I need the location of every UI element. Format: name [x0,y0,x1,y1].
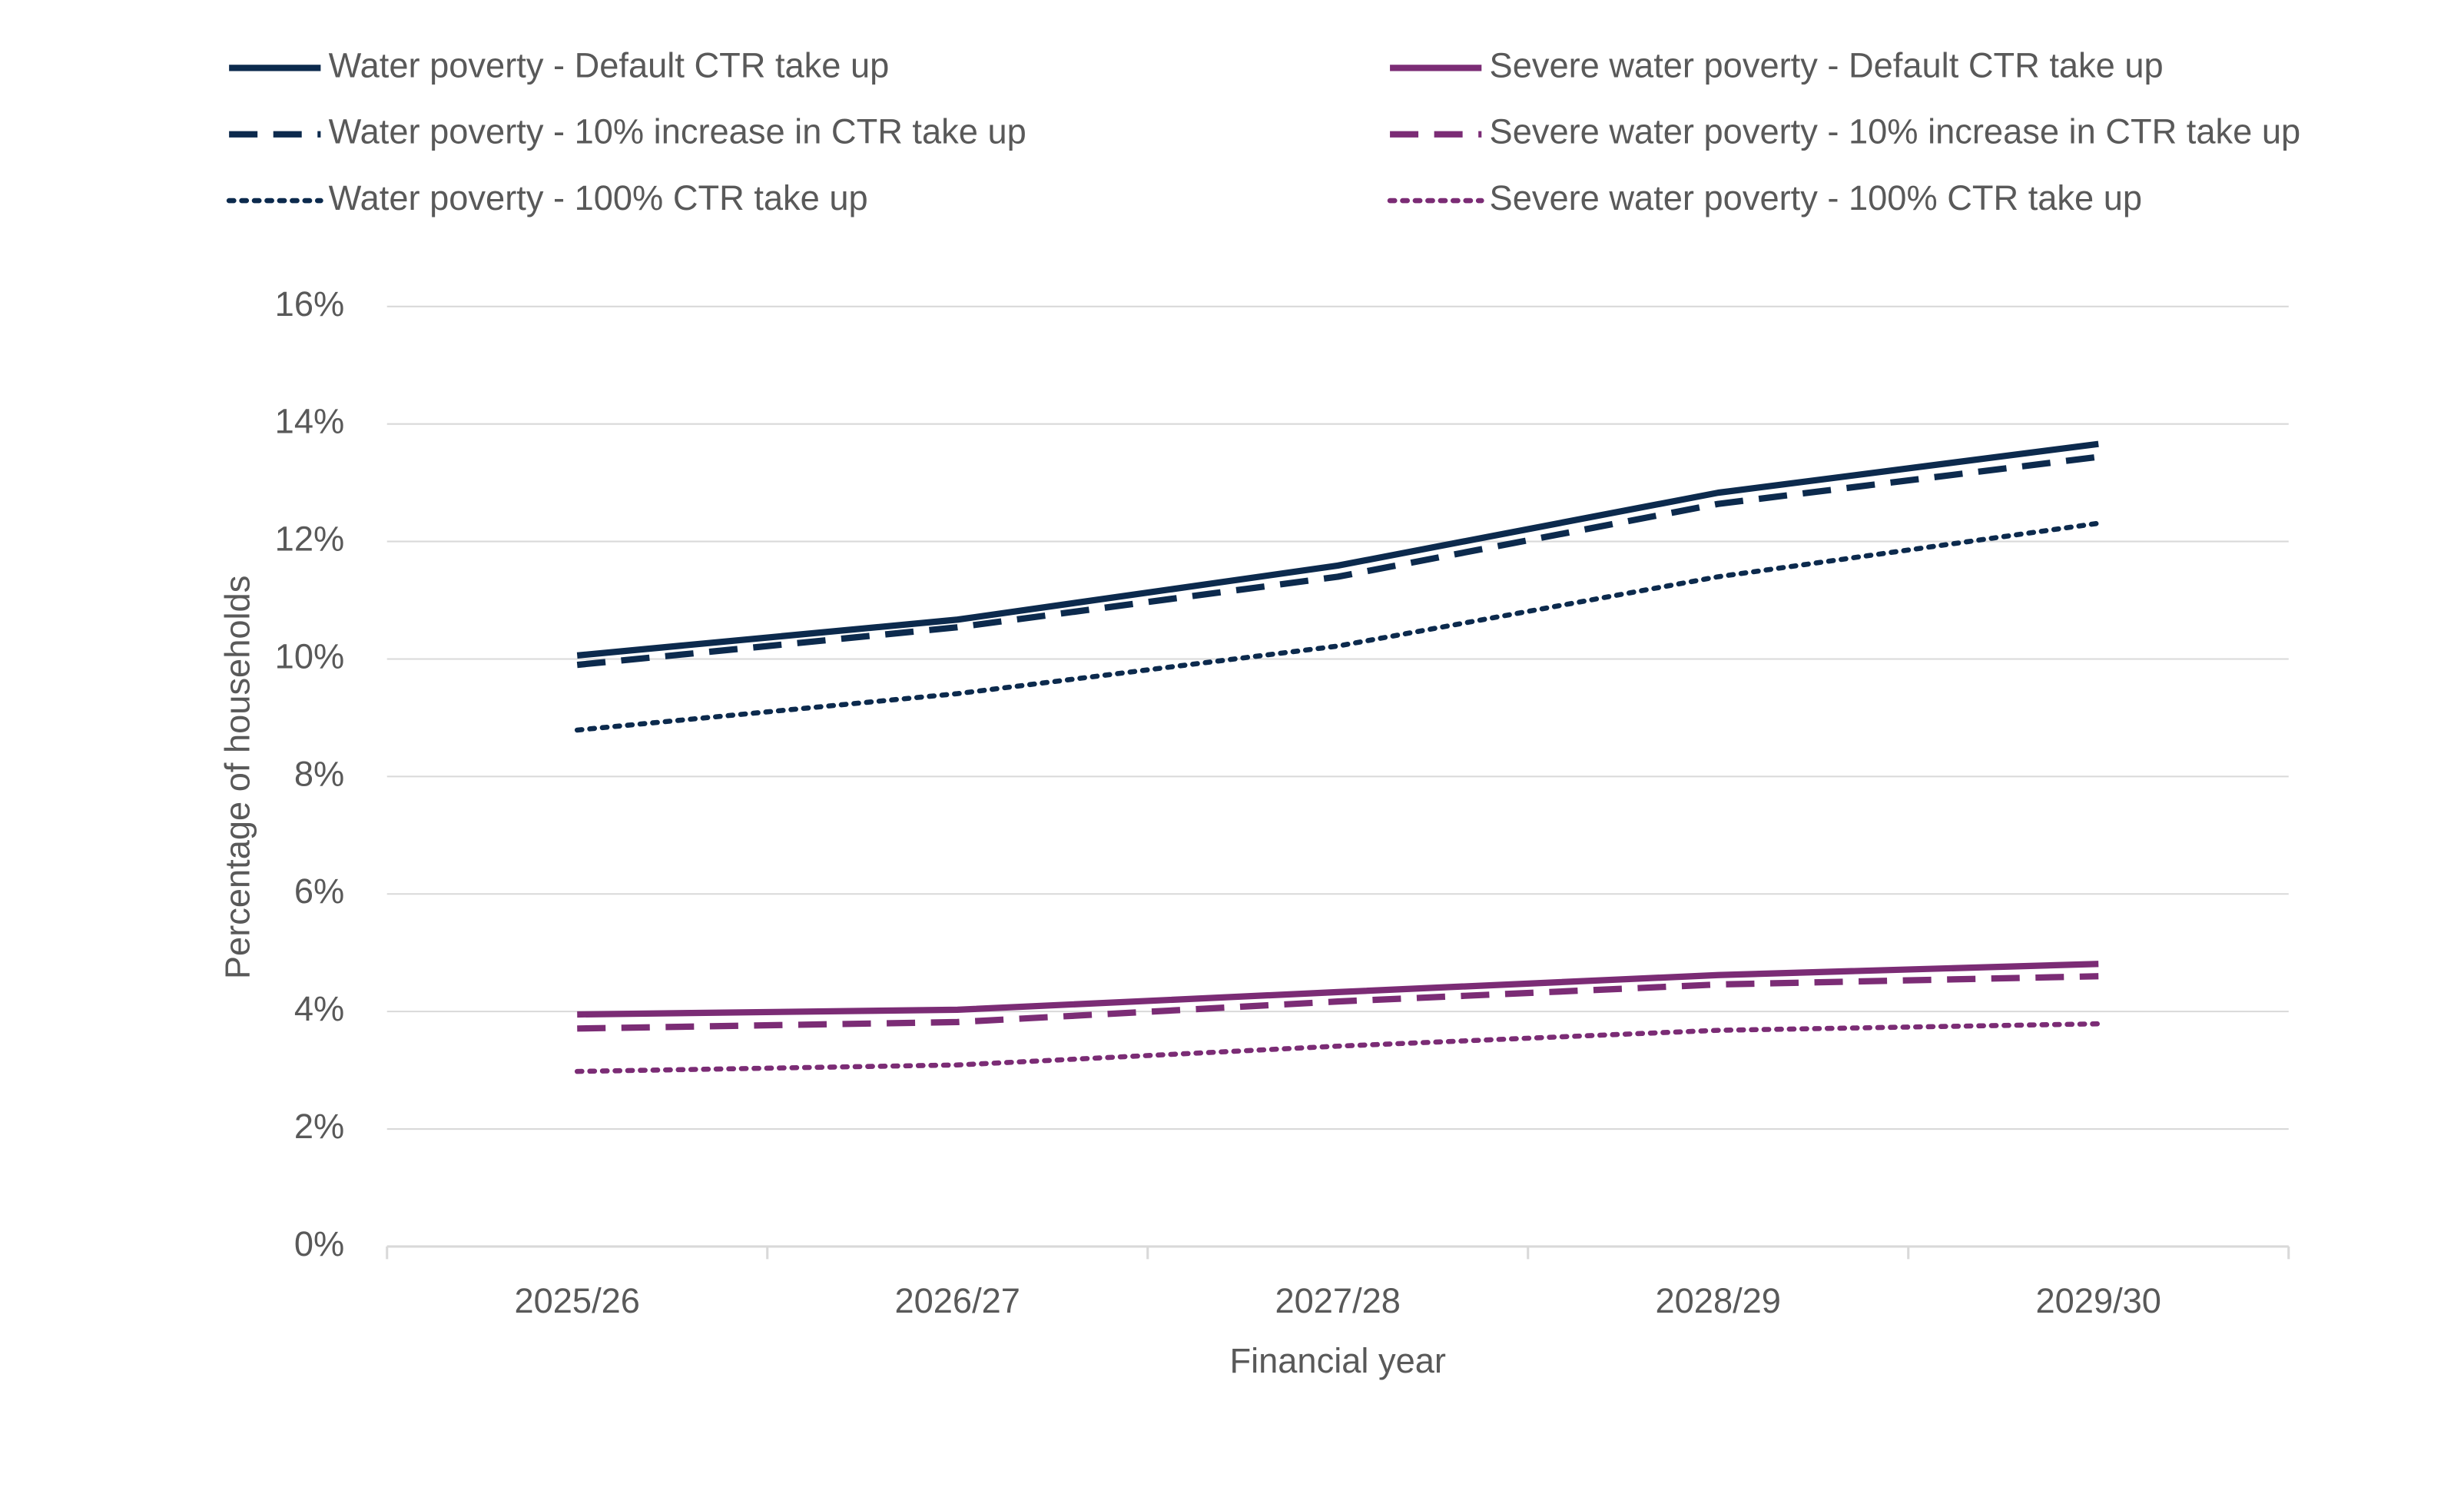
legend-label: Water poverty - 10% increase in CTR take… [329,112,1026,151]
series-line [574,520,2101,733]
y-tick-label: 4% [294,989,344,1028]
x-tick-label: 2027/28 [1275,1281,1400,1320]
y-tick-label: 10% [275,636,345,676]
series-line [576,440,2099,659]
series-line [577,973,2099,1032]
legend-label: Severe water poverty - Default CTR take … [1490,45,2164,85]
series-line [576,453,2099,669]
y-axis-title: Percentage of households [217,576,257,979]
x-tick-label: 2026/27 [894,1281,1020,1320]
series-line [574,1021,2101,1074]
y-tick-label: 8% [294,754,344,793]
series-line [577,961,2099,1018]
x-tick-label: 2029/30 [2036,1281,2161,1320]
y-tick-label: 0% [294,1224,344,1263]
y-tick-label: 2% [294,1107,344,1146]
legend-label: Severe water poverty - 100% CTR take up [1490,178,2143,217]
y-tick-label: 14% [275,402,345,441]
y-tick-label: 12% [275,520,345,559]
legend-label: Water poverty - Default CTR take up [329,45,890,85]
legend-label: Severe water poverty - 10% increase in C… [1490,112,2301,151]
x-axis-title: Financial year [1229,1341,1446,1380]
y-tick-label: 6% [294,872,344,911]
x-tick-label: 2028/29 [1656,1281,1781,1320]
legend-label: Water poverty - 100% CTR take up [329,178,868,217]
y-tick-label: 16% [275,284,345,324]
x-tick-label: 2025/26 [514,1281,639,1320]
